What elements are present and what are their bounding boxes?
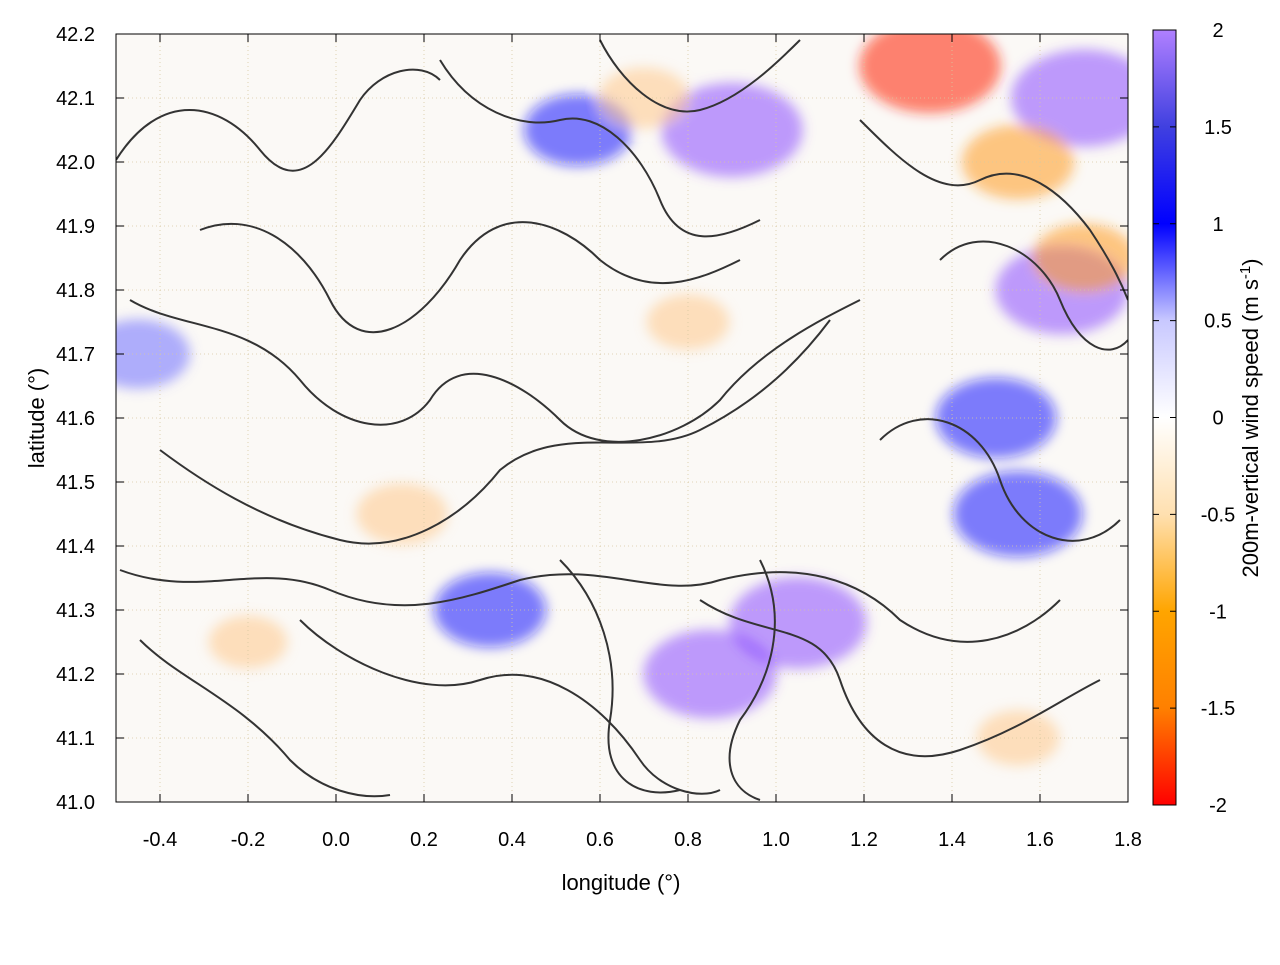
- y-tick-label: 41.6: [56, 408, 95, 430]
- x-tick-label: 0.2: [410, 829, 438, 851]
- y-tick-label: 42.0: [56, 152, 95, 174]
- colorbar-tick-label: -1.5: [1201, 698, 1235, 720]
- x-tick-label: 1.2: [850, 829, 878, 851]
- contour-line: [879, 418, 1121, 542]
- contour-line: [159, 319, 831, 545]
- contour-line: [859, 119, 1128, 301]
- y-tick-label: 41.5: [56, 472, 95, 494]
- x-axis-label: longitude (°): [562, 870, 681, 895]
- colorbar-tick-label: 2: [1212, 20, 1223, 42]
- x-tick-label: 1.0: [762, 829, 790, 851]
- x-tick-label: -0.4: [143, 829, 177, 851]
- x-tick-label: -0.2: [231, 829, 265, 851]
- y-tick-label: 41.1: [56, 728, 95, 750]
- contour-line: [119, 569, 1061, 643]
- wind-region: [116, 319, 190, 389]
- wind-region: [1032, 223, 1128, 293]
- colorbar-tick-label: 1: [1212, 214, 1223, 236]
- x-tick-label: 0.8: [674, 829, 702, 851]
- wind-region: [356, 483, 448, 545]
- y-tick-label: 41.2: [56, 664, 95, 686]
- y-tick-label: 42.1: [56, 88, 95, 110]
- wind-field: [116, 34, 1128, 766]
- wind-region: [433, 572, 547, 648]
- colorbar-ticks: 2 1.5 1 0.5 0 -0.5 -1 -1.5 -2: [1153, 20, 1235, 817]
- y-axis-label: latitude (°): [24, 368, 49, 469]
- colorbar-tick-label: -0.5: [1201, 504, 1235, 526]
- colorbar-tick-label: -1: [1209, 601, 1227, 623]
- x-tick-label: 0.4: [498, 829, 526, 851]
- y-tick-label: 41.3: [56, 600, 95, 622]
- y-tick-label: 41.8: [56, 280, 95, 302]
- y-axis: 41.0 41.1 41.2 41.3 41.4 41.5 41.6 41.7 41.8 41.9…: [56, 24, 1128, 814]
- wind-region: [643, 629, 777, 719]
- x-axis: -0.4 -0.2 0.0 0.2 0.4 0.6 0.8 1.0 1.2 1.4 1.6 1.8: [143, 34, 1142, 851]
- y-tick-label: 41.4: [56, 536, 95, 558]
- wind-region: [976, 710, 1060, 766]
- contour-line: [199, 221, 741, 333]
- contour-line: [439, 59, 761, 238]
- contour-line: [299, 619, 721, 795]
- contour-line: [129, 299, 861, 443]
- terrain-contours: [116, 39, 1128, 801]
- contour-line: [728, 559, 776, 801]
- contour-line: [139, 639, 391, 798]
- y-tick-label: 41.0: [56, 792, 95, 814]
- y-tick-label: 41.7: [56, 344, 95, 366]
- colorbar-label: 200m-vertical wind speed (m s-1): [1237, 258, 1263, 577]
- contour-line: [699, 599, 1101, 758]
- x-tick-label: 0.0: [322, 829, 350, 851]
- contour-line: [559, 559, 681, 794]
- x-tick-label: 1.6: [1026, 829, 1054, 851]
- colorbar-tick-label: 1.5: [1204, 117, 1232, 139]
- y-tick-label: 42.2: [56, 24, 95, 46]
- colorbar-tick-label: -2: [1209, 795, 1227, 817]
- contour-line: [116, 68, 441, 172]
- wind-region: [729, 577, 867, 669]
- colorbar-tick-label: 0: [1212, 408, 1223, 430]
- colorbar: 2 1.5 1 0.5 0 -0.5 -1 -1.5 -2 200m-vertical wind…: [1152, 20, 1263, 817]
- wind-region: [859, 34, 1001, 114]
- wind-region: [661, 82, 803, 178]
- wind-region: [961, 124, 1075, 200]
- x-tick-label: 0.6: [586, 829, 614, 851]
- contour-line: [599, 39, 801, 113]
- y-tick-label: 41.9: [56, 216, 95, 238]
- colorbar-tick-label: 0.5: [1204, 311, 1232, 333]
- contour-line: [939, 240, 1128, 351]
- x-tick-label: 1.4: [938, 829, 966, 851]
- x-tick-label: 1.8: [1114, 829, 1142, 851]
